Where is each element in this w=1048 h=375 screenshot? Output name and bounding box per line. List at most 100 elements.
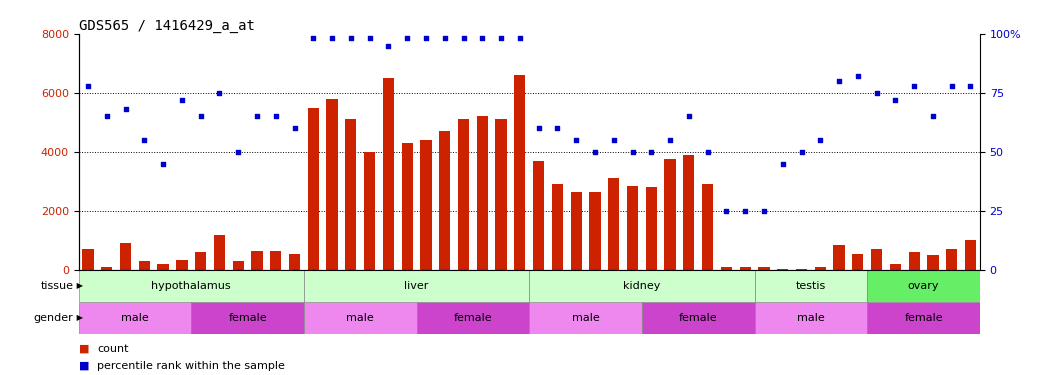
Point [230,149,246,155]
Point [642,149,659,155]
Point [324,36,341,42]
Point [868,90,885,96]
Point [661,137,678,143]
Bar [852,254,864,270]
Point [380,42,397,48]
Text: testis: testis [795,281,826,291]
Bar [191,302,304,334]
Bar [965,240,976,270]
Point [756,208,772,214]
Text: male: male [347,313,374,323]
Bar [214,235,225,270]
Text: kidney: kidney [624,281,660,291]
Bar [871,249,882,270]
Bar [814,267,826,270]
Point [718,208,735,214]
Point [962,83,979,89]
Bar [755,270,868,302]
Point [399,36,416,42]
Bar [778,268,788,270]
Bar [79,270,304,302]
Point [211,90,227,96]
Text: female: female [679,313,718,323]
Bar [529,302,641,334]
Bar [570,192,582,270]
Text: ■: ■ [79,361,89,370]
Bar [533,161,544,270]
Text: ▶: ▶ [74,281,84,290]
Bar [364,152,375,270]
Point [343,36,359,42]
Bar [868,270,980,302]
Point [136,137,153,143]
Text: GDS565 / 1416429_a_at: GDS565 / 1416429_a_at [79,19,255,33]
Point [737,208,754,214]
Bar [79,302,191,334]
Bar [401,143,413,270]
Text: ovary: ovary [908,281,939,291]
Point [774,160,791,166]
Text: male: male [572,313,599,323]
Bar [458,119,470,270]
Text: liver: liver [405,281,429,291]
Point [80,83,96,89]
Bar [327,99,337,270]
Bar [795,268,807,270]
Bar [833,245,845,270]
Text: ▶: ▶ [74,314,84,322]
Point [192,113,209,119]
Point [549,125,566,131]
Point [305,36,322,42]
Point [606,137,623,143]
Point [511,36,528,42]
Point [943,83,960,89]
Bar [417,302,529,334]
Bar [589,192,601,270]
Bar [157,264,169,270]
Point [436,36,453,42]
Bar [868,302,980,334]
Bar [496,119,507,270]
Bar [270,251,281,270]
Bar [176,260,188,270]
Bar [289,254,300,270]
Bar [304,302,417,334]
Bar [683,155,695,270]
Bar [195,252,206,270]
Point [155,160,172,166]
Point [924,113,941,119]
Bar [515,75,525,270]
Point [267,113,284,119]
Bar [308,108,319,270]
Bar [890,264,901,270]
Bar [664,159,676,270]
Bar [702,184,714,270]
Bar [477,116,488,270]
Bar [755,302,868,334]
Bar [252,251,263,270]
Text: female: female [454,313,493,323]
Point [831,78,848,84]
Bar [551,184,563,270]
Point [248,113,265,119]
Bar [946,249,958,270]
Bar [740,267,750,270]
Bar [138,261,150,270]
Point [493,36,509,42]
Text: female: female [228,313,267,323]
Text: tissue: tissue [41,281,73,291]
Point [793,149,810,155]
Bar [646,188,657,270]
Text: ■: ■ [79,344,89,354]
Point [417,36,434,42]
Point [887,97,903,103]
Point [117,106,134,112]
Bar [383,78,394,270]
Bar [83,249,93,270]
Bar [608,178,619,270]
Bar [909,252,920,270]
Text: male: male [798,313,825,323]
Bar [721,267,733,270]
Bar [759,267,769,270]
Point [286,125,303,131]
